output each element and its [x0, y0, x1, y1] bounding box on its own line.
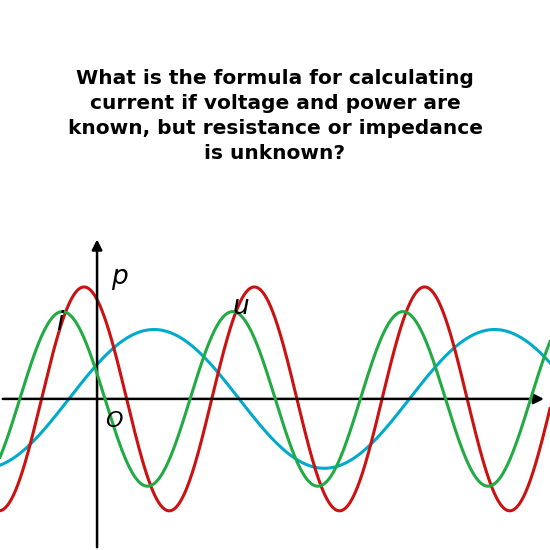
Text: p: p — [111, 265, 128, 290]
Text: i: i — [56, 310, 63, 336]
Text: O: O — [105, 411, 122, 431]
Text: What is the formula for calculating
current if voltage and power are
known, but : What is the formula for calculating curr… — [68, 69, 482, 163]
Text: u: u — [233, 294, 250, 320]
